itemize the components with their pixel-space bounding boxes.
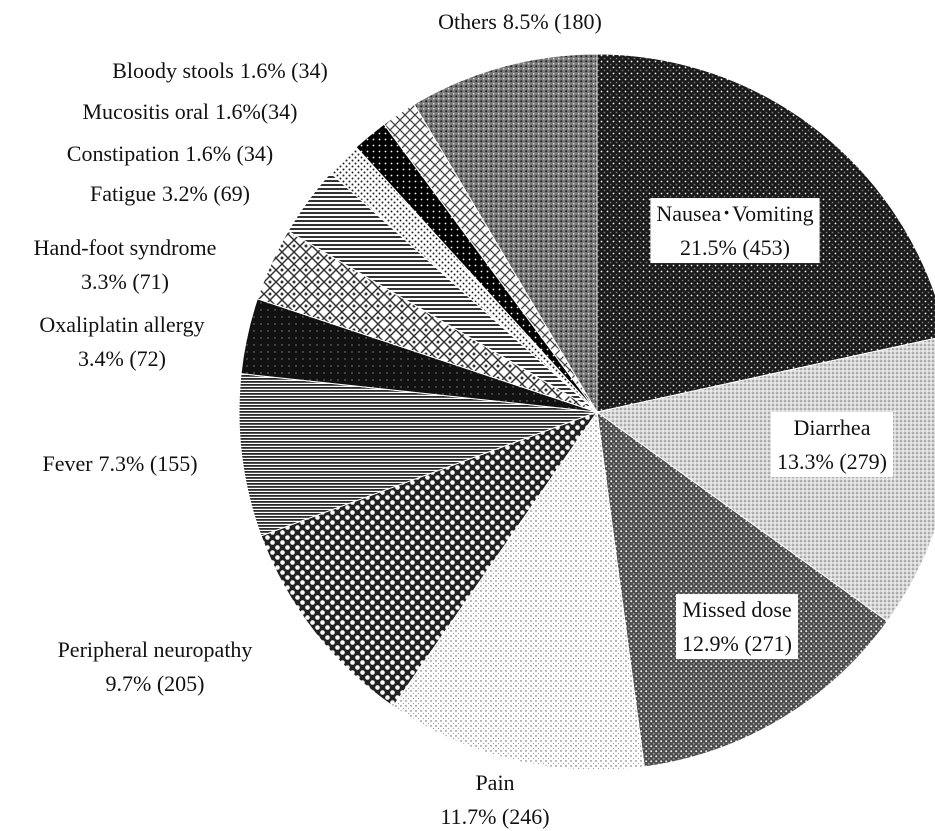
slice-label: Missed dose 12.9% (271)	[682, 597, 792, 656]
category-label: Fever	[42, 451, 93, 476]
value-label: 11.7% (246)	[440, 804, 549, 829]
value-label: 1.6%(34)	[215, 99, 297, 124]
category-label: Pain	[475, 770, 514, 795]
category-label: Missed dose	[682, 597, 791, 622]
pie-slice	[392, 410, 645, 771]
pie-slice	[595, 337, 935, 623]
slice-label: Mucositis oral 1.6%(34)	[83, 99, 298, 124]
slice-label: Others 8.5% (180)	[438, 9, 602, 34]
value-label: 3.2% (69)	[162, 181, 250, 206]
slice-label-group: Pain 11.7% (246)	[440, 770, 549, 829]
category-label: Mucositis oral	[83, 99, 210, 124]
slice-label: Oxaliplatin allergy 3.4% (72)	[39, 312, 204, 371]
slice-label-group: Mucositis oral 1.6%(34)	[83, 99, 298, 124]
category-label: Fatigue	[90, 181, 156, 206]
category-label: Constipation	[67, 141, 179, 166]
slice-label: Peripheral neuropathy 9.7% (205)	[58, 637, 253, 696]
value-label: 8.5% (180)	[503, 9, 602, 34]
category-label: Hand-foot syndrome	[34, 235, 217, 260]
slice-label-group: Oxaliplatin allergy 3.4% (72)	[39, 312, 204, 371]
category-label: Others	[438, 9, 497, 34]
slice-label-group: Bloody stools 1.6% (34)	[112, 58, 328, 83]
value-label: 1.6% (34)	[185, 141, 273, 166]
slice-label-group: Nausea･Vomiting 21.5% (453)	[650, 198, 820, 264]
slice-label-group: Others 8.5% (180)	[438, 9, 602, 34]
category-label: Nausea･Vomiting	[656, 201, 813, 226]
slice-label: Hand-foot syndrome 3.3% (71)	[34, 235, 217, 294]
slice-label-group: Constipation 1.6% (34)	[67, 141, 273, 166]
category-label: Peripheral neuropathy	[58, 637, 253, 662]
slice-label-group: Fatigue 3.2% (69)	[90, 181, 250, 206]
slice-label: Fever 7.3% (155)	[42, 451, 197, 476]
value-label: 1.6% (34)	[240, 58, 328, 83]
value-label: 21.5% (453)	[680, 235, 790, 260]
pie-slice	[238, 373, 598, 537]
slice-label-group: Fever 7.3% (155)	[42, 451, 197, 476]
slice-label-group: Missed dose 12.9% (271)	[676, 594, 798, 660]
slice-label-group: Diarrhea 13.3% (279)	[771, 412, 893, 478]
slice-label-group: Hand-foot syndrome 3.3% (71)	[34, 235, 217, 294]
category-label: Bloody stools	[112, 58, 234, 83]
pie-slice	[596, 410, 889, 768]
value-label: 12.9% (271)	[682, 631, 792, 656]
slice-label: Bloody stools 1.6% (34)	[112, 58, 328, 83]
label-box	[650, 198, 820, 264]
slice-label: Diarrhea 13.3% (279)	[777, 415, 887, 474]
slice-label: Pain 11.7% (246)	[440, 770, 549, 829]
value-label: 13.3% (279)	[777, 449, 887, 474]
value-label: 7.3% (155)	[99, 451, 198, 476]
pie-slice	[260, 410, 599, 708]
value-label: 3.4% (72)	[78, 346, 166, 371]
pie-slice	[413, 53, 598, 414]
category-label: Diarrhea	[794, 415, 871, 440]
slice-label: Fatigue 3.2% (69)	[90, 181, 250, 206]
slice-label: Constipation 1.6% (34)	[67, 141, 273, 166]
value-label: 3.3% (71)	[81, 269, 169, 294]
slice-label: Nausea･Vomiting 21.5% (453)	[656, 201, 813, 260]
label-box	[771, 412, 893, 478]
value-label: 9.7% (205)	[106, 671, 205, 696]
label-box	[676, 594, 798, 660]
category-label: Oxaliplatin allergy	[39, 312, 204, 337]
slice-label-group: Peripheral neuropathy 9.7% (205)	[58, 637, 253, 696]
